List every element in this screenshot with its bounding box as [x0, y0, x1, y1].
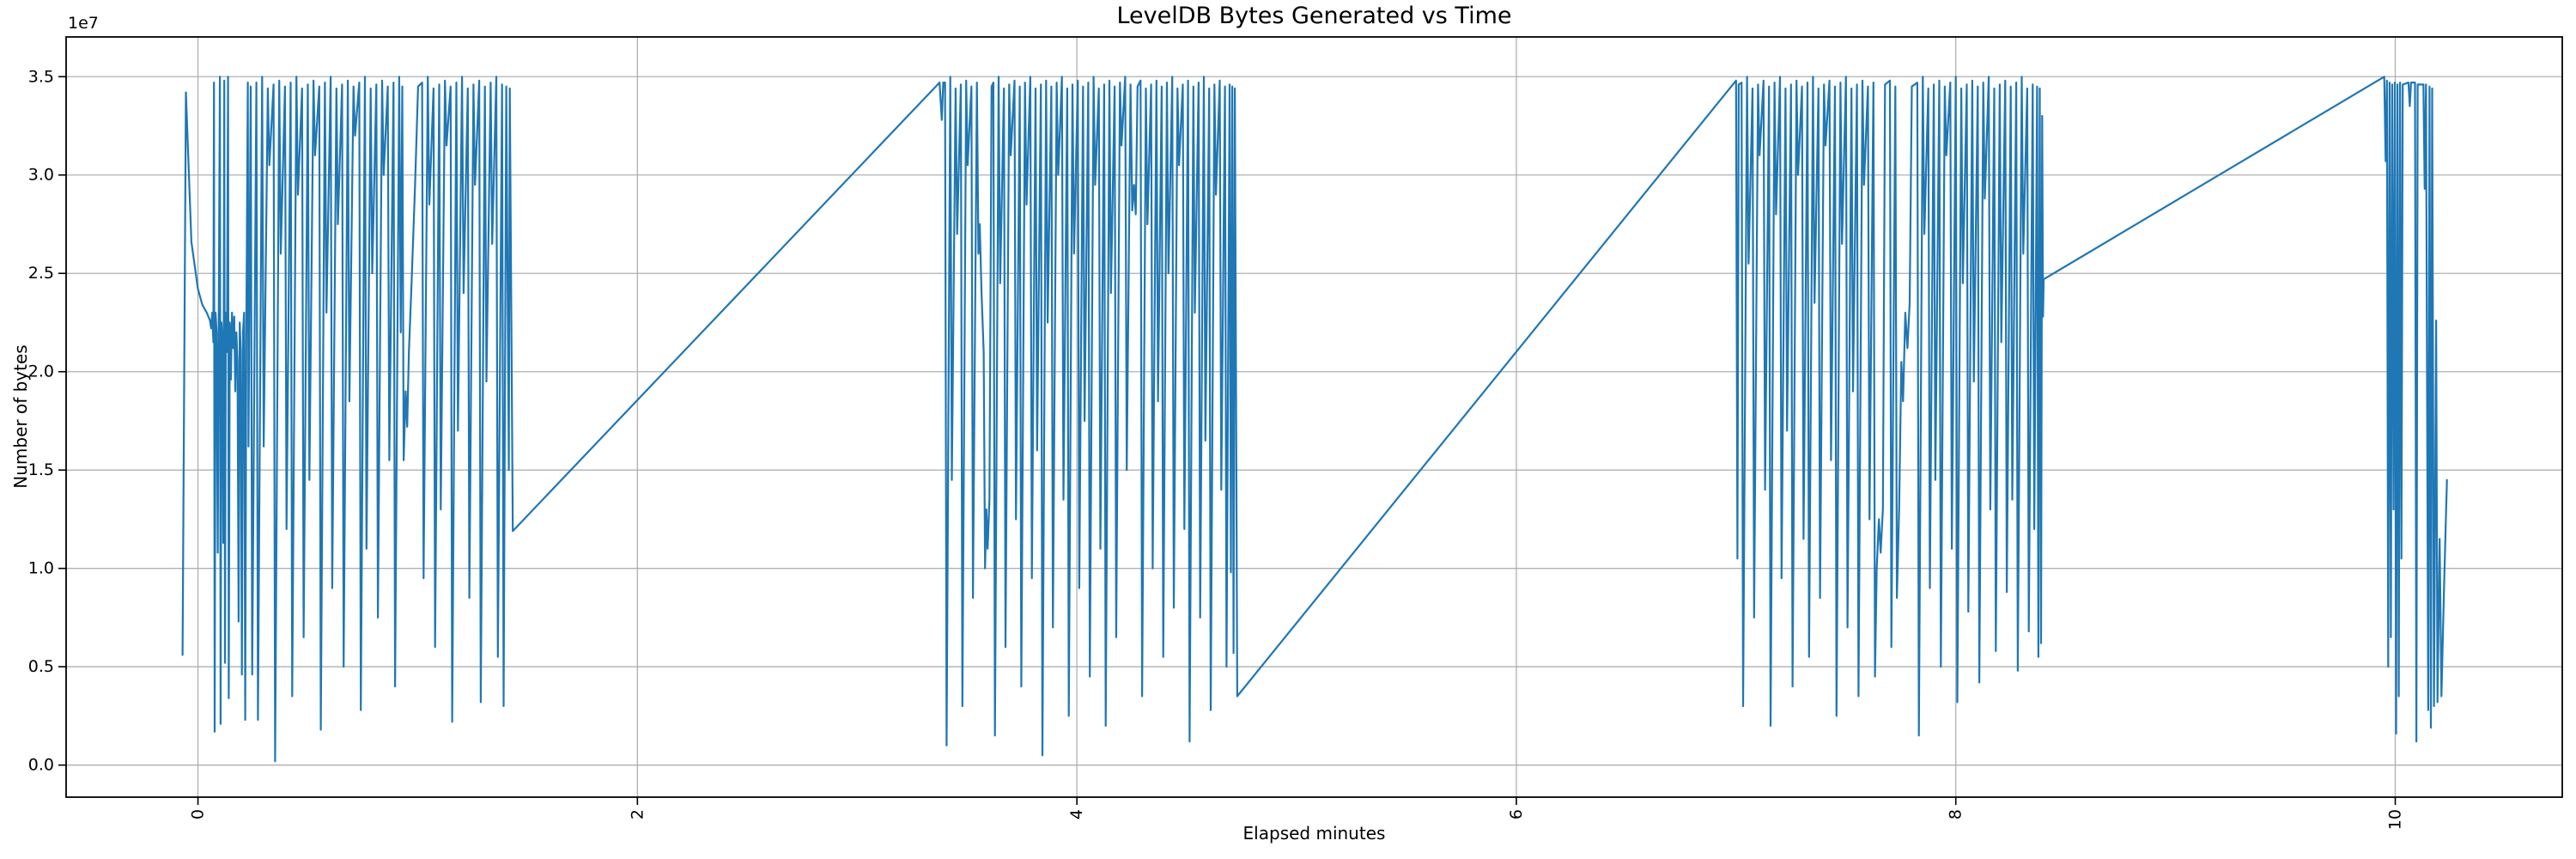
plot-border [65, 36, 2563, 798]
y-tick-label: 0.5 [28, 657, 54, 676]
y-tick-label: 1.0 [28, 559, 54, 578]
x-tick-label: 0 [189, 809, 208, 819]
series-line [181, 76, 2448, 763]
chart-title: LevelDB Bytes Generated vs Time [1116, 3, 1512, 29]
x-tick-label: 10 [2386, 809, 2405, 830]
y-tick-label: 3.0 [28, 166, 54, 185]
y-tick-label: 3.5 [28, 67, 54, 86]
x-tick-label: 6 [1507, 809, 1526, 819]
x-axis-label: Elapsed minutes [1242, 823, 1386, 844]
x-tick-label: 2 [628, 809, 647, 819]
y-tick-label: 0.0 [28, 756, 54, 775]
y-tick-label: 2.5 [28, 264, 54, 283]
y-tick-label: 1.5 [28, 460, 54, 479]
x-tick-label: 4 [1067, 809, 1086, 819]
y-axis-label: Number of bytes [10, 344, 31, 489]
x-tick-label: 8 [1947, 809, 1965, 819]
y-tick-label: 2.0 [28, 362, 54, 381]
y-axis-offset-label: 1e7 [68, 14, 99, 33]
